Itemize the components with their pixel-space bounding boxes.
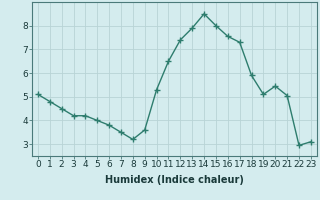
X-axis label: Humidex (Indice chaleur): Humidex (Indice chaleur) (105, 175, 244, 185)
